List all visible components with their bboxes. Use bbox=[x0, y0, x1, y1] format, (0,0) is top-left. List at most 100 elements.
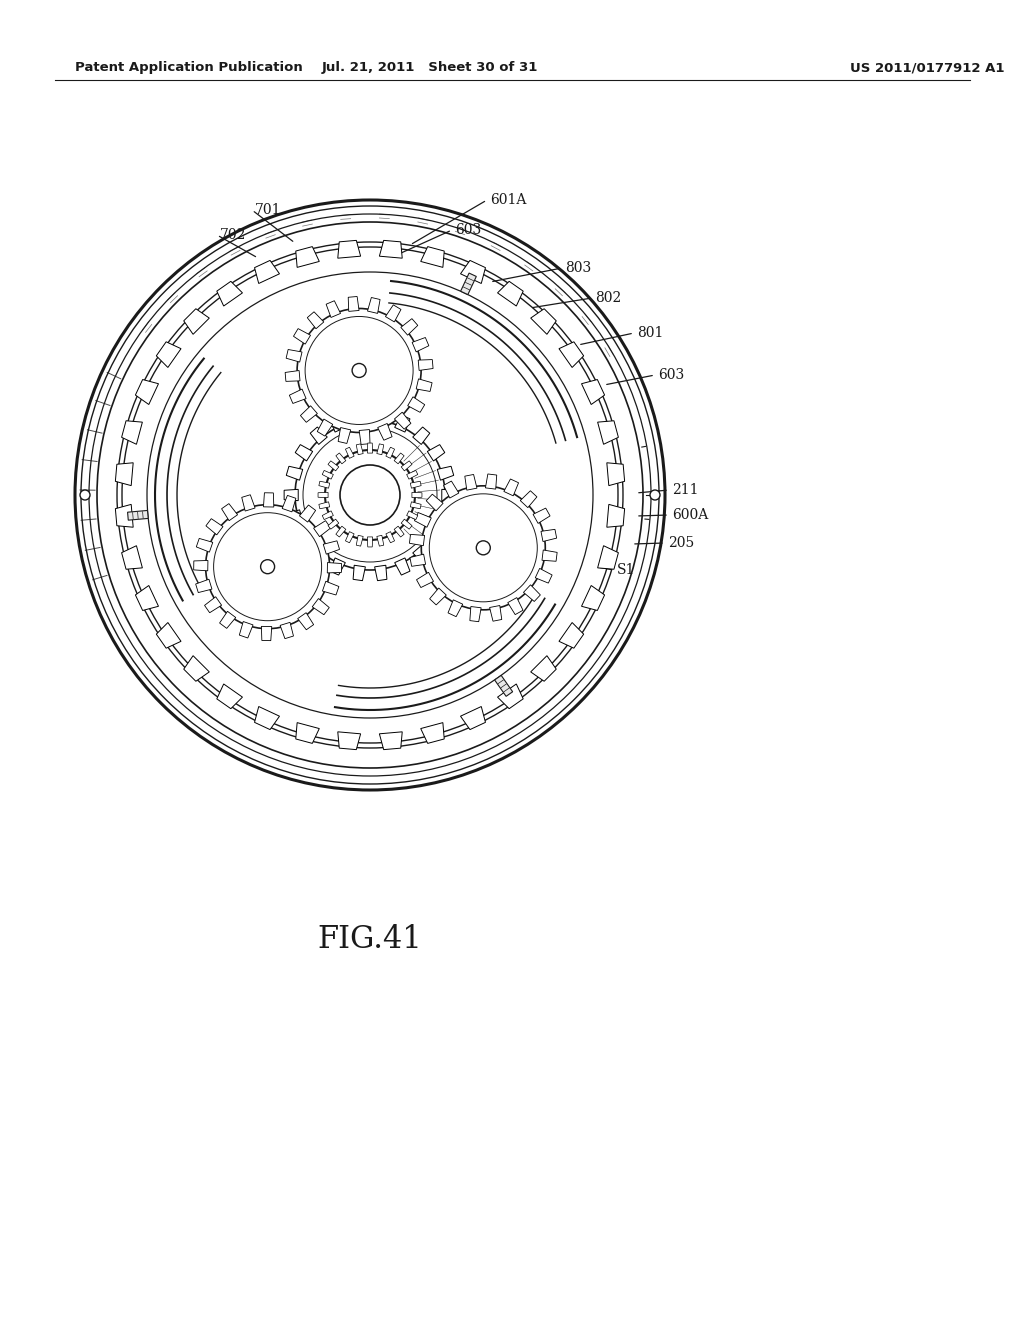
Polygon shape bbox=[135, 380, 159, 404]
Polygon shape bbox=[286, 350, 302, 362]
Polygon shape bbox=[386, 447, 394, 458]
Polygon shape bbox=[400, 318, 418, 335]
Polygon shape bbox=[353, 565, 366, 581]
Polygon shape bbox=[368, 537, 373, 546]
Polygon shape bbox=[310, 545, 328, 564]
Polygon shape bbox=[377, 444, 384, 454]
Polygon shape bbox=[394, 414, 410, 432]
Polygon shape bbox=[582, 586, 604, 610]
Text: Patent Application Publication: Patent Application Publication bbox=[75, 62, 303, 74]
Polygon shape bbox=[157, 342, 181, 367]
Polygon shape bbox=[394, 453, 404, 463]
Polygon shape bbox=[356, 444, 364, 454]
Polygon shape bbox=[290, 389, 306, 404]
Polygon shape bbox=[413, 426, 430, 445]
Polygon shape bbox=[263, 492, 273, 507]
Polygon shape bbox=[461, 260, 485, 284]
Circle shape bbox=[80, 490, 90, 500]
Text: 211: 211 bbox=[672, 483, 698, 498]
Polygon shape bbox=[394, 558, 410, 576]
Polygon shape bbox=[607, 504, 625, 527]
Polygon shape bbox=[449, 599, 463, 616]
Circle shape bbox=[206, 504, 330, 628]
Polygon shape bbox=[379, 731, 402, 750]
Polygon shape bbox=[407, 511, 418, 520]
Polygon shape bbox=[523, 585, 541, 602]
Polygon shape bbox=[408, 397, 425, 412]
Polygon shape bbox=[197, 539, 213, 552]
Polygon shape bbox=[242, 495, 255, 511]
Polygon shape bbox=[461, 706, 485, 730]
Polygon shape bbox=[330, 414, 345, 432]
Polygon shape bbox=[295, 529, 312, 545]
Polygon shape bbox=[520, 491, 537, 508]
Circle shape bbox=[352, 363, 367, 378]
Polygon shape bbox=[310, 426, 328, 445]
Text: FIG.41: FIG.41 bbox=[317, 924, 422, 956]
Polygon shape bbox=[285, 371, 300, 381]
Polygon shape bbox=[542, 550, 557, 561]
Polygon shape bbox=[312, 598, 330, 615]
Polygon shape bbox=[116, 463, 133, 486]
Polygon shape bbox=[219, 611, 236, 628]
Polygon shape bbox=[194, 561, 208, 570]
Polygon shape bbox=[598, 421, 618, 445]
Polygon shape bbox=[122, 421, 142, 445]
Polygon shape bbox=[559, 342, 584, 367]
Polygon shape bbox=[205, 597, 221, 612]
Polygon shape bbox=[345, 447, 354, 458]
Polygon shape bbox=[411, 502, 421, 508]
Polygon shape bbox=[336, 527, 346, 537]
Polygon shape bbox=[378, 424, 392, 440]
Polygon shape bbox=[328, 461, 339, 471]
Polygon shape bbox=[559, 623, 584, 648]
Polygon shape bbox=[317, 418, 333, 436]
Polygon shape bbox=[413, 545, 430, 564]
Circle shape bbox=[297, 309, 421, 433]
Polygon shape bbox=[338, 731, 360, 750]
Polygon shape bbox=[607, 463, 625, 486]
Polygon shape bbox=[495, 676, 513, 697]
Polygon shape bbox=[417, 573, 433, 587]
Polygon shape bbox=[415, 512, 431, 527]
Text: 601A: 601A bbox=[490, 193, 526, 207]
Polygon shape bbox=[465, 474, 477, 490]
Polygon shape bbox=[299, 506, 315, 523]
Polygon shape bbox=[330, 558, 345, 576]
Polygon shape bbox=[437, 510, 454, 524]
Polygon shape bbox=[508, 598, 523, 615]
Circle shape bbox=[295, 420, 445, 570]
Polygon shape bbox=[221, 504, 238, 520]
Polygon shape bbox=[323, 511, 334, 520]
Text: 802: 802 bbox=[595, 290, 622, 305]
Polygon shape bbox=[196, 579, 212, 593]
Polygon shape bbox=[504, 479, 518, 496]
Polygon shape bbox=[287, 510, 303, 524]
Polygon shape bbox=[412, 492, 422, 498]
Polygon shape bbox=[353, 409, 366, 425]
Polygon shape bbox=[122, 545, 142, 569]
Polygon shape bbox=[328, 519, 339, 529]
Polygon shape bbox=[345, 532, 354, 543]
Polygon shape bbox=[582, 380, 604, 404]
Polygon shape bbox=[461, 273, 476, 294]
Circle shape bbox=[325, 450, 415, 540]
Circle shape bbox=[421, 486, 546, 610]
Polygon shape bbox=[368, 297, 380, 313]
Polygon shape bbox=[421, 247, 444, 268]
Text: 205: 205 bbox=[668, 536, 694, 550]
Polygon shape bbox=[313, 520, 331, 537]
Polygon shape bbox=[441, 490, 456, 500]
Polygon shape bbox=[385, 305, 401, 322]
Polygon shape bbox=[284, 490, 298, 500]
Polygon shape bbox=[421, 722, 444, 743]
Polygon shape bbox=[394, 527, 404, 537]
Polygon shape bbox=[336, 453, 346, 463]
Polygon shape bbox=[437, 466, 454, 480]
Polygon shape bbox=[338, 240, 360, 259]
Polygon shape bbox=[240, 622, 253, 638]
Polygon shape bbox=[375, 409, 387, 425]
Text: 801: 801 bbox=[637, 326, 664, 341]
Polygon shape bbox=[410, 535, 425, 545]
Polygon shape bbox=[298, 612, 313, 630]
